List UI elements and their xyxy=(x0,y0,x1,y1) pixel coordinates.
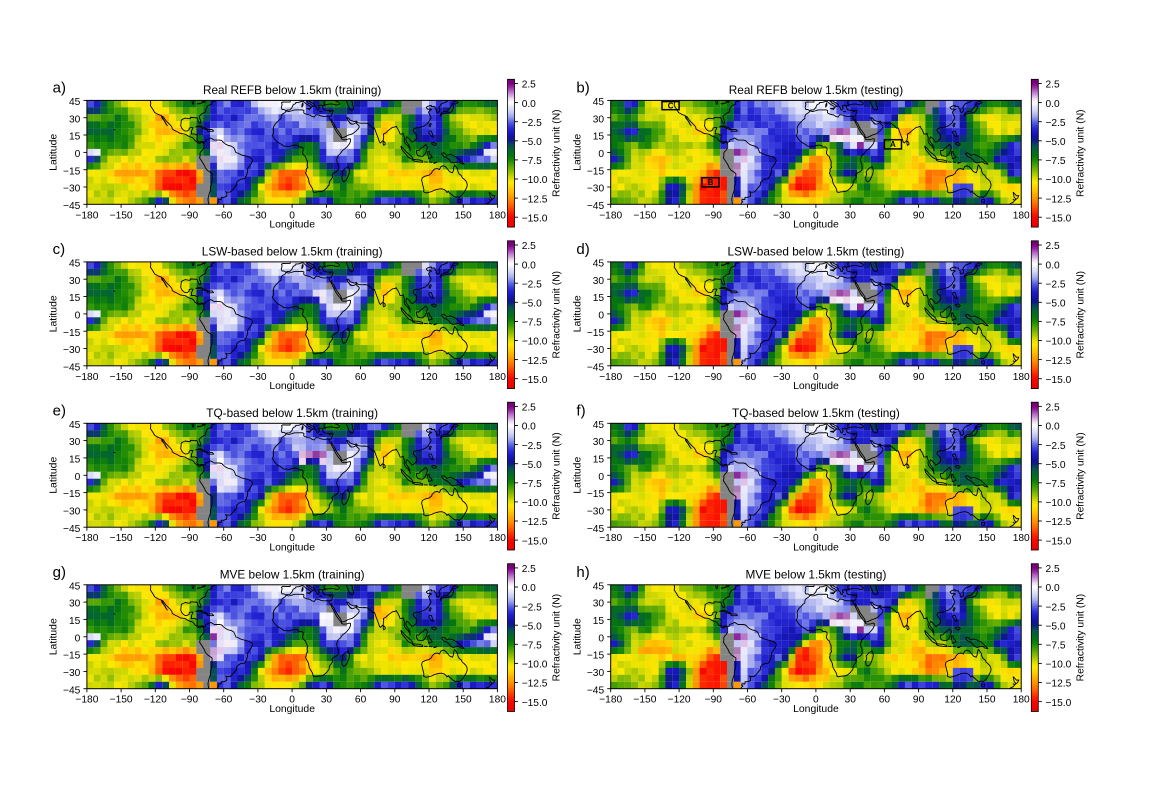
svg-text:MVE below 1.5km (testing): MVE below 1.5km (testing) xyxy=(745,568,886,582)
svg-text:Real REFB below 1.5km (trainin: Real REFB below 1.5km (training) xyxy=(203,83,381,97)
svg-text:h): h) xyxy=(576,564,589,581)
svg-text:g): g) xyxy=(53,564,66,581)
svg-text:f): f) xyxy=(576,403,585,420)
svg-text:LSW-based below 1.5km (trainin: LSW-based below 1.5km (training) xyxy=(202,245,383,259)
svg-text:c): c) xyxy=(53,241,66,258)
svg-text:LSW-based below 1.5km (testing: LSW-based below 1.5km (testing) xyxy=(728,245,905,259)
svg-text:e): e) xyxy=(53,403,66,420)
svg-text:A: A xyxy=(890,140,896,149)
svg-text:B: B xyxy=(708,178,714,187)
svg-text:b): b) xyxy=(576,80,589,97)
svg-text:TQ-based below 1.5km (training: TQ-based below 1.5km (training) xyxy=(206,406,378,420)
svg-text:C: C xyxy=(668,101,674,110)
svg-text:TQ-based below 1.5km (testing): TQ-based below 1.5km (testing) xyxy=(732,406,900,420)
svg-text:Real REFB below 1.5km (testing: Real REFB below 1.5km (testing) xyxy=(729,83,903,97)
svg-text:MVE below 1.5km (training): MVE below 1.5km (training) xyxy=(220,568,365,582)
svg-text:d): d) xyxy=(576,241,589,258)
svg-text:a): a) xyxy=(53,80,66,97)
